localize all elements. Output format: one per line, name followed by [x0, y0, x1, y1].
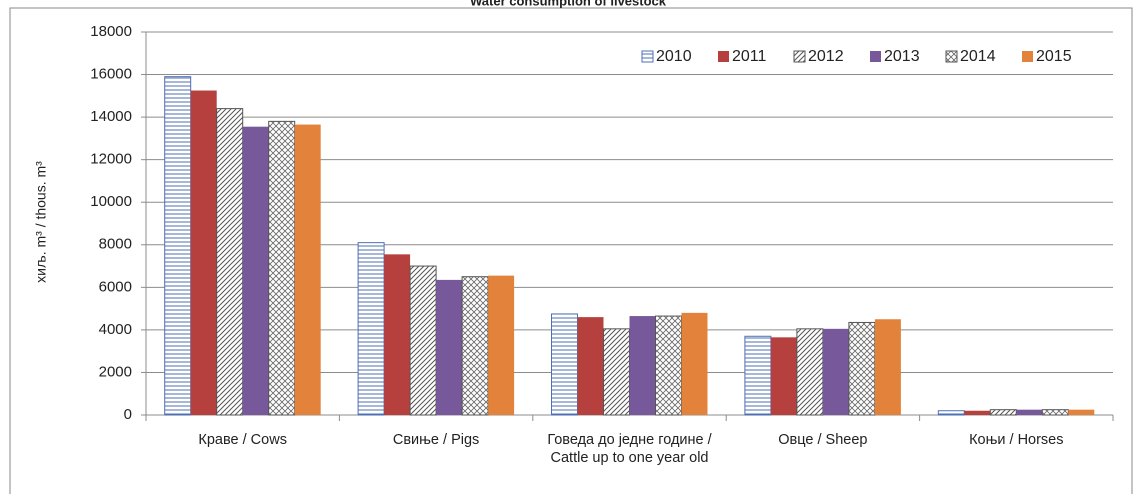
bar [216, 108, 244, 416]
bar [770, 337, 797, 415]
bar [357, 242, 385, 416]
y-tick-label: 10000 [90, 193, 132, 210]
bar [989, 409, 1017, 416]
x-tick-label: Овце / Sheep [778, 432, 868, 448]
legend-swatch [718, 51, 729, 62]
y-tick-label: 18000 [90, 23, 132, 40]
bar [164, 76, 192, 416]
bar [744, 335, 772, 416]
bar [681, 312, 708, 415]
legend-label: 2013 [884, 48, 920, 65]
bar [409, 265, 437, 416]
bar [874, 319, 901, 415]
y-tick-label: 14000 [90, 108, 132, 125]
bar [603, 328, 630, 416]
bar [488, 275, 515, 415]
bar [551, 313, 578, 416]
legend-swatch [641, 50, 654, 63]
y-tick-label: 4000 [99, 321, 132, 338]
x-tick-label: Говеда до једне године / Cattle up to on… [547, 432, 712, 466]
bar [384, 254, 411, 415]
y-axis-label: хиљ. m³ / thous. m³ [33, 161, 49, 283]
bar [577, 317, 604, 415]
bar [1041, 409, 1069, 416]
legend-swatch [1022, 51, 1033, 62]
frame [9, 7, 1133, 494]
legend-swatch [945, 50, 958, 63]
y-tick-label: 6000 [99, 278, 132, 295]
chart-title: Water consumption of livestock [470, 0, 667, 8]
bar [937, 410, 965, 416]
legend-label: 2012 [808, 48, 844, 65]
legend-swatch [793, 50, 806, 63]
x-tick-label: Краве / Cows [198, 432, 287, 448]
bar [655, 315, 682, 416]
y-tick-label: 12000 [90, 151, 132, 168]
bar [461, 276, 489, 416]
bar [436, 279, 463, 415]
bar [294, 124, 321, 415]
bar [268, 120, 296, 416]
y-tick-label: 8000 [99, 236, 132, 253]
y-tick-label: 2000 [99, 363, 132, 380]
legend-swatch [870, 51, 881, 62]
bar [822, 328, 849, 415]
legend-label: 2015 [1036, 48, 1072, 65]
bar [848, 321, 876, 416]
bar [190, 90, 217, 415]
bar [1068, 409, 1095, 415]
legend-label: 2014 [960, 48, 996, 65]
bar [629, 316, 656, 415]
legend-label: 2010 [656, 48, 692, 65]
bar [796, 328, 824, 416]
y-tick-label: 0 [124, 406, 132, 423]
y-tick-label: 16000 [90, 66, 132, 83]
bar [964, 410, 991, 415]
legend-label: 2011 [732, 48, 767, 65]
bar [242, 126, 269, 416]
x-tick-label: Свиње / Pigs [392, 432, 480, 448]
bar [1016, 409, 1043, 415]
x-tick-label: Коњи / Horses [969, 432, 1064, 448]
